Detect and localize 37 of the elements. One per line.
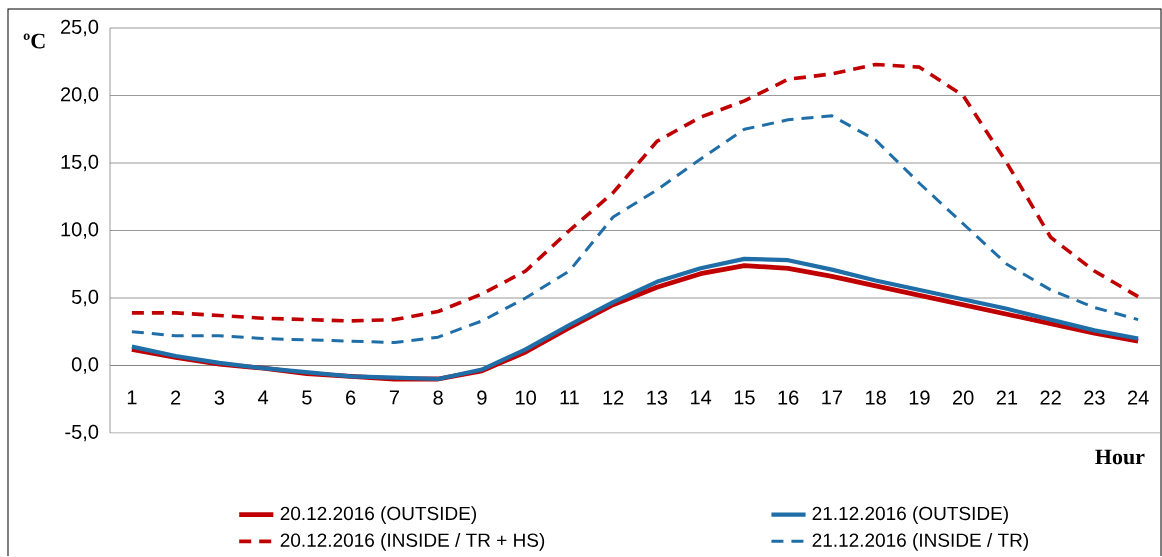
x-tick-label: 13 (647, 390, 668, 405)
y-tick-label: 10,0 (61, 222, 99, 239)
y-axis-title: ºC (23, 33, 45, 49)
y-tick-label: 0,0 (71, 357, 99, 374)
x-tick-label: 19 (909, 390, 930, 405)
legend-label: 21.12.2016 (OUTSIDE) (812, 506, 1008, 524)
y-tick-label: -5,0 (65, 424, 99, 442)
x-tick-label: 16 (778, 390, 799, 405)
x-tick-label: 23 (1084, 390, 1105, 405)
x-tick-label: 5 (302, 390, 312, 405)
x-tick-label: 1 (127, 390, 137, 405)
y-tick-label: 5,0 (71, 289, 99, 307)
x-tick-label: 8 (433, 390, 443, 405)
legend-label: 20.12.2016 (INSIDE / TR + HS) (280, 532, 545, 551)
x-tick-label: 3 (214, 390, 225, 405)
x-tick-label: 14 (691, 390, 712, 405)
y-tick-label: 20,0 (61, 87, 99, 104)
y-tick-label: 15,0 (61, 154, 99, 172)
x-tick-label: 22 (1040, 390, 1061, 405)
x-tick-label: 17 (822, 390, 843, 405)
x-tick-label: 7 (389, 390, 399, 405)
x-tick-label: 6 (346, 390, 356, 405)
y-tick-label: 25,0 (61, 19, 99, 37)
legend-label: 21.12.2016 (INSIDE / TR) (812, 532, 1028, 551)
x-tick-label: 18 (866, 390, 886, 405)
x-axis-title: Hour (1095, 449, 1145, 465)
x-tick-label: 9 (477, 390, 487, 405)
x-tick-label: 12 (603, 390, 624, 405)
x-tick-label: 20 (953, 390, 974, 405)
legend-label: 20.12.2016 (OUTSIDE) (280, 506, 477, 524)
x-tick-label: 4 (258, 390, 269, 405)
x-tick-label: 2 (171, 390, 181, 405)
x-tick-label: 11 (560, 390, 579, 405)
x-tick-label: 15 (734, 390, 755, 405)
x-tick-label: 10 (516, 390, 536, 405)
x-tick-label: 24 (1128, 390, 1149, 405)
x-tick-label: 21 (996, 390, 1018, 405)
